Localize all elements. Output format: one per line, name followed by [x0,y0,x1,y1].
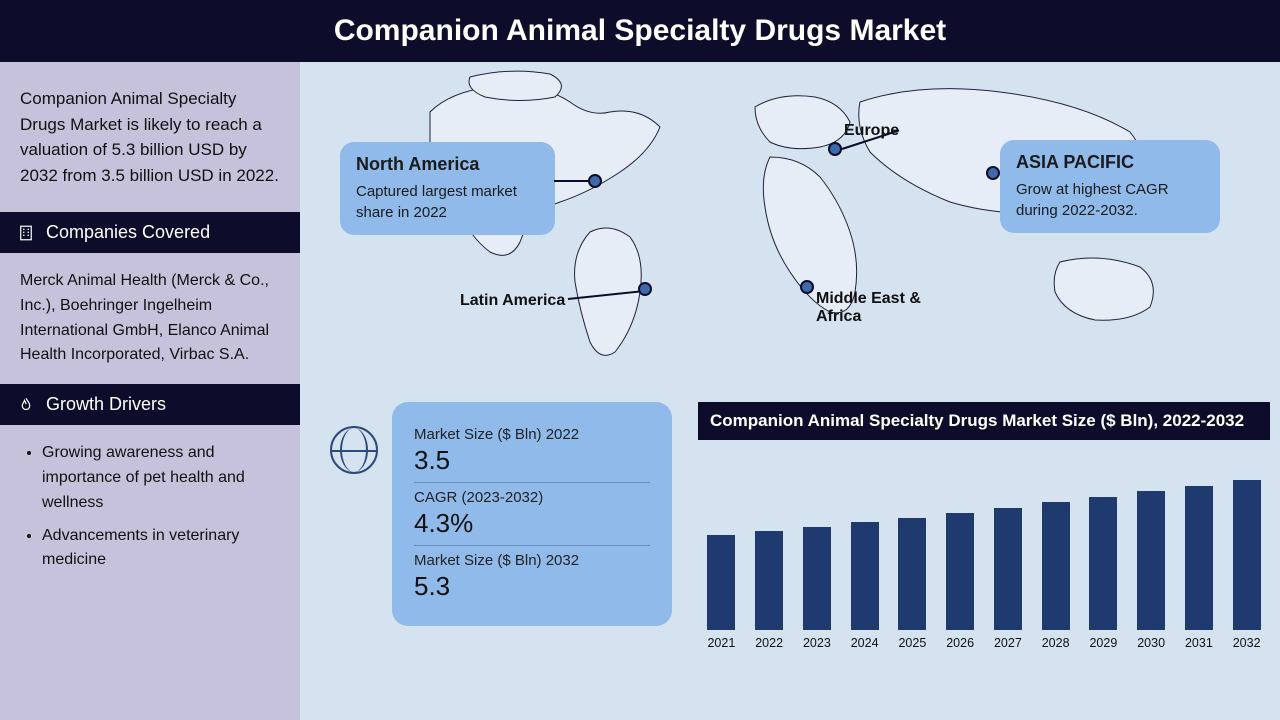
marker-north-america [588,174,602,188]
bar-year-label: 2023 [803,636,831,650]
bar-year-label: 2028 [1042,636,1070,650]
bar-column: 2022 [752,531,787,650]
sidebar: Companion Animal Specialty Drugs Market … [0,62,300,720]
bar-year-label: 2021 [707,636,735,650]
bar-column: 2031 [1182,486,1217,651]
bar [803,527,831,630]
stat-label: CAGR (2023-2032) [414,489,650,506]
bar-year-label: 2024 [851,636,879,650]
bar-year-label: 2031 [1185,636,1213,650]
bar [707,535,735,630]
chart-plot-area: 2021 2022 2023 2024 2025 2026 2027 2028 2029 2030… [698,440,1270,650]
bar [1089,497,1117,630]
bar-column: 2021 [704,535,739,650]
companies-body: Merck Animal Health (Merck & Co., Inc.),… [0,253,300,384]
stat-value: 4.3% [414,508,650,539]
world-map-area: North America Captured largest market sh… [300,62,1280,392]
chart-title: Companion Animal Specialty Drugs Market … [698,402,1270,440]
stats-card: Market Size ($ Bln) 2022 3.5 CAGR (2023-… [392,402,672,626]
bar-column: 2028 [1038,502,1073,650]
stat-market-2032: Market Size ($ Bln) 2032 5.3 [414,546,650,608]
bar-column: 2029 [1086,497,1121,650]
stat-label: Market Size ($ Bln) 2022 [414,426,650,443]
driver-item: Growing awareness and importance of pet … [42,441,280,515]
drivers-body: Growing awareness and importance of pet … [0,425,300,597]
bar-column: 2024 [847,522,882,650]
companies-heading: Companies Covered [46,222,210,243]
bar [898,518,926,630]
connector-na [554,180,590,182]
bar-year-label: 2029 [1089,636,1117,650]
na-body: Captured largest market share in 2022 [356,181,539,223]
bar [851,522,879,630]
bar-year-label: 2025 [898,636,926,650]
bar-year-label: 2026 [946,636,974,650]
body-wrap: Companion Animal Specialty Drugs Market … [0,62,1280,720]
stat-cagr: CAGR (2023-2032) 4.3% [414,483,650,546]
label-latin-america: Latin America [460,292,565,310]
marker-latin-america [638,282,652,296]
na-title: North America [356,154,539,175]
bar-year-label: 2030 [1137,636,1165,650]
intro-text: Companion Animal Specialty Drugs Market … [0,62,300,212]
bar [1233,480,1261,630]
bar-column: 2030 [1134,491,1169,650]
bar-column: 2027 [991,508,1026,650]
driver-item: Advancements in veterinary medicine [42,524,280,574]
marker-asia-pacific [986,166,1000,180]
companies-heading-bar: Companies Covered [0,212,300,253]
callout-north-america: North America Captured largest market sh… [340,142,555,235]
bar [946,513,974,630]
callout-asia-pacific: ASIA PACIFIC Grow at highest CAGR during… [1000,140,1220,233]
main-panel: North America Captured largest market sh… [300,62,1280,720]
bar-chart: Companion Animal Specialty Drugs Market … [698,402,1270,650]
bar-year-label: 2022 [755,636,783,650]
bar-column: 2026 [943,513,978,650]
marker-mea [800,280,814,294]
bar [994,508,1022,630]
ap-body: Grow at highest CAGR during 2022-2032. [1016,179,1204,221]
marker-europe [828,142,842,156]
ap-title: ASIA PACIFIC [1016,152,1204,173]
lower-row: Market Size ($ Bln) 2022 3.5 CAGR (2023-… [300,402,1280,650]
flame-icon [16,395,36,415]
bar [1042,502,1070,630]
bar-column: 2032 [1229,480,1264,650]
bar-column: 2025 [895,518,930,650]
bar-year-label: 2032 [1233,636,1261,650]
bar-column: 2023 [800,527,835,650]
page-title: Companion Animal Specialty Drugs Market [0,0,1280,62]
drivers-heading-bar: Growth Drivers [0,384,300,425]
stat-market-2022: Market Size ($ Bln) 2022 3.5 [414,420,650,483]
drivers-heading: Growth Drivers [46,394,166,415]
label-mea: Middle East & Africa [816,290,936,326]
building-icon [16,223,36,243]
stat-label: Market Size ($ Bln) 2032 [414,552,650,569]
bar [1137,491,1165,630]
globe-icon [330,426,378,474]
bar [1185,486,1213,631]
stat-value: 3.5 [414,445,650,476]
bar [755,531,783,630]
bar-year-label: 2027 [994,636,1022,650]
stat-value: 5.3 [414,571,650,602]
